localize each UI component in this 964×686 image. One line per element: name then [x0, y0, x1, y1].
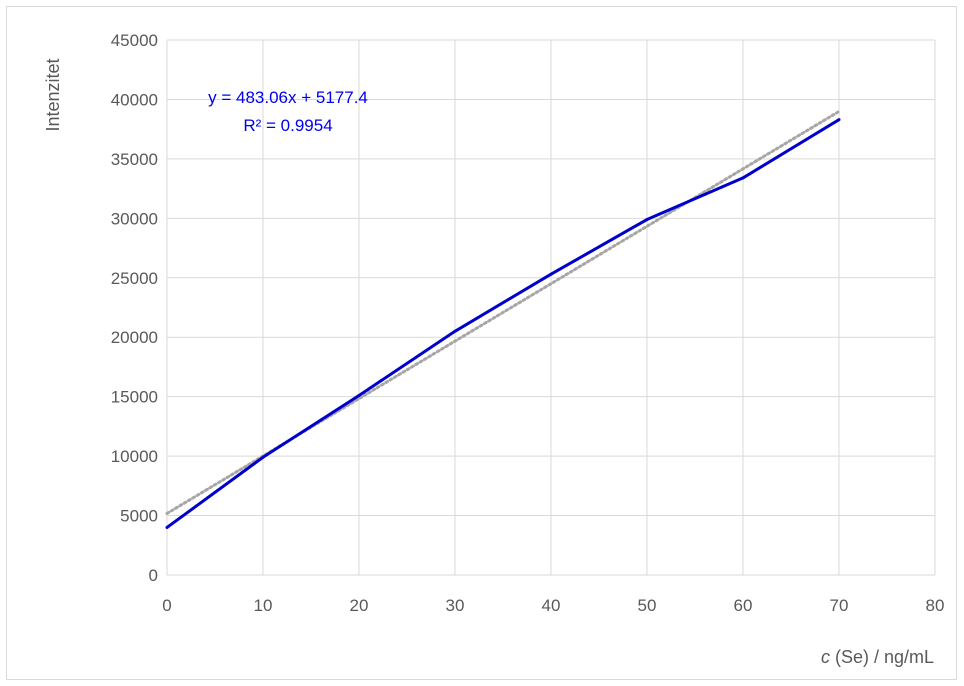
x-tick-label: 10: [254, 596, 273, 615]
x-tick-label: 60: [734, 596, 753, 615]
data-point: [645, 218, 649, 222]
data-point: [357, 393, 361, 397]
x-tick-label: 70: [830, 596, 849, 615]
gridlines: [166, 39, 936, 576]
x-axis-title-variable: c: [821, 647, 830, 667]
data-point: [837, 118, 841, 122]
y-tick-label: 15000: [111, 388, 158, 407]
series-line: [166, 118, 840, 529]
y-axis-title: Intenzitet: [43, 58, 63, 131]
x-tick-label: 20: [350, 596, 369, 615]
trendline-r-squared: R² = 0.9954: [243, 116, 332, 135]
x-tick-label: 0: [162, 596, 171, 615]
data-point: [549, 272, 553, 276]
y-tick-label: 30000: [111, 209, 158, 228]
y-tick-label: 25000: [111, 269, 158, 288]
y-tick-label: 0: [149, 566, 158, 585]
data-point: [453, 329, 457, 333]
trendline-equation: y = 483.06x + 5177.4: [208, 88, 368, 107]
x-tick-label: 30: [446, 596, 465, 615]
data-point: [165, 525, 169, 529]
y-tick-label: 20000: [111, 328, 158, 347]
data-point: [261, 455, 265, 459]
y-axis-ticks: 0 5000 10000 15000 20000 25000 30000 35000 40000…: [111, 31, 158, 585]
x-tick-label: 40: [542, 596, 561, 615]
x-tick-label: 80: [926, 596, 945, 615]
x-tick-label: 50: [638, 596, 657, 615]
series-group: [165, 118, 841, 529]
x-axis-title-unit: (Se) / ng/mL: [830, 647, 934, 667]
chart-frame: [6, 6, 957, 680]
y-tick-label: 35000: [111, 150, 158, 169]
x-axis-ticks: 0 10 20 30 40 50 60 70 80: [162, 596, 944, 615]
y-tick-label: 5000: [120, 507, 158, 526]
y-tick-label: 10000: [111, 447, 158, 466]
y-tick-label: 45000: [111, 31, 158, 50]
x-axis-title: c (Se) / ng/mL: [821, 647, 934, 667]
y-tick-label: 40000: [111, 90, 158, 109]
data-point: [741, 176, 745, 180]
